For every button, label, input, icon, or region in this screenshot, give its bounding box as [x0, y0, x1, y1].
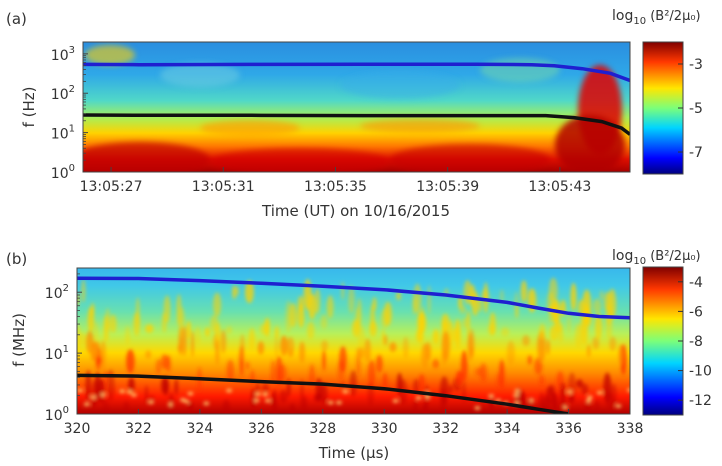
y-tick-label-a: 101 [51, 124, 75, 143]
series-b-black [77, 373, 569, 414]
x-tick-label-b: 328 [309, 421, 336, 437]
colorbar-b-title-tail: (B²/2μ₀) [646, 249, 701, 264]
panel-b: (b) 100 101 102 320 322 324 326 328 330 332 334 33… [6, 248, 712, 462]
y-axis-a: 100 101 102 103 [51, 41, 88, 182]
colorbar-tick-label-a: -3 [689, 57, 703, 73]
y-axis-b: 100 101 102 [45, 273, 82, 424]
x-tick-label-a: 13:05:31 [192, 179, 255, 195]
colorbar-b-title-sub: 10 [633, 256, 646, 267]
x-axis-b: 320 322 324 326 328 330 332 334 336 338 [64, 409, 644, 437]
y-tick-label-a: 102 [51, 84, 75, 103]
x-tick-label-b: 334 [494, 421, 521, 437]
x-axis-title-b: Time (μs) [318, 444, 390, 462]
series-a-blue [83, 62, 630, 83]
y-axis-title-b: f (MHz) [10, 313, 28, 367]
x-tick-label-a: 13:05:39 [416, 179, 479, 195]
heatmap-a [83, 42, 630, 172]
x-tick-label-b: 332 [432, 421, 459, 437]
colorbar-tick-label-b: -8 [689, 334, 703, 350]
colorbar-b: log10 (B²/2μ₀) -4 -6 -8 -10 -12 [612, 248, 712, 416]
series-a-black [83, 113, 630, 136]
colorbar-tick-label-b: -12 [689, 393, 712, 409]
x-axis-title-a: Time (UT) on 10/16/2015 [261, 202, 450, 220]
x-tick-label-a: 13:05:27 [80, 179, 143, 195]
colorbar-tick-label-b: -6 [689, 304, 703, 320]
y-tick-label-b: 100 [45, 405, 69, 424]
colorbar-b-title: log10 (B²/2μ₀) [612, 248, 701, 267]
x-tick-label-a: 13:05:35 [304, 179, 367, 195]
colorbar-b-scale [642, 266, 684, 416]
colorbar-b-title-main: log [612, 248, 633, 264]
series-b-blue [77, 276, 630, 320]
heatmap-b-texture [77, 277, 630, 414]
x-tick-label-a: 13:05:43 [528, 179, 591, 195]
plot-frame-a [82, 41, 631, 173]
colorbar-b-ticks: -4 -6 -8 -10 -12 [678, 275, 712, 409]
panel-b-label: (b) [6, 250, 27, 268]
x-tick-label-b: 320 [64, 421, 91, 437]
y-tick-label-b: 102 [45, 283, 69, 302]
colorbar-tick-label-a: -7 [689, 145, 703, 161]
colorbar-a-ticks: -3 -5 -7 [678, 57, 703, 161]
colorbar-a-title-tail: (B²/2μ₀) [646, 9, 701, 24]
colorbar-a-title-sub: 10 [633, 16, 646, 27]
heatmap-b [77, 268, 630, 414]
x-tick-label-b: 338 [617, 421, 644, 437]
plot-frame-b [76, 267, 631, 415]
x-tick-label-b: 336 [555, 421, 582, 437]
panel-a-label: (a) [6, 10, 27, 28]
y-tick-label-b: 101 [45, 344, 69, 363]
y-tick-label-a: 103 [51, 45, 75, 64]
x-tick-label-b: 326 [248, 421, 275, 437]
colorbar-a: log10 (B²/2μ₀) -3 -5 -7 [612, 8, 703, 175]
colorbar-tick-label-a: -5 [689, 101, 703, 117]
colorbar-tick-label-b: -10 [689, 364, 712, 380]
colorbar-a-title-main: log [612, 8, 633, 24]
panel-a: (a) 100 101 102 103 13:05:27 13:05:31 13:05:3… [6, 8, 703, 220]
y-axis-title-a: f (Hz) [20, 87, 38, 128]
x-tick-label-b: 324 [187, 421, 214, 437]
colorbar-a-title: log10 (B²/2μ₀) [612, 8, 701, 27]
x-tick-label-b: 322 [125, 421, 152, 437]
y-tick-label-a: 100 [51, 163, 75, 182]
x-axis-a: 13:05:27 13:05:31 13:05:35 13:05:39 13:05:43 [80, 167, 591, 195]
colorbar-a-scale [642, 41, 684, 175]
colorbar-tick-label-b: -4 [689, 275, 703, 291]
x-tick-label-b: 330 [371, 421, 398, 437]
heatmap-a-texture [83, 45, 625, 172]
